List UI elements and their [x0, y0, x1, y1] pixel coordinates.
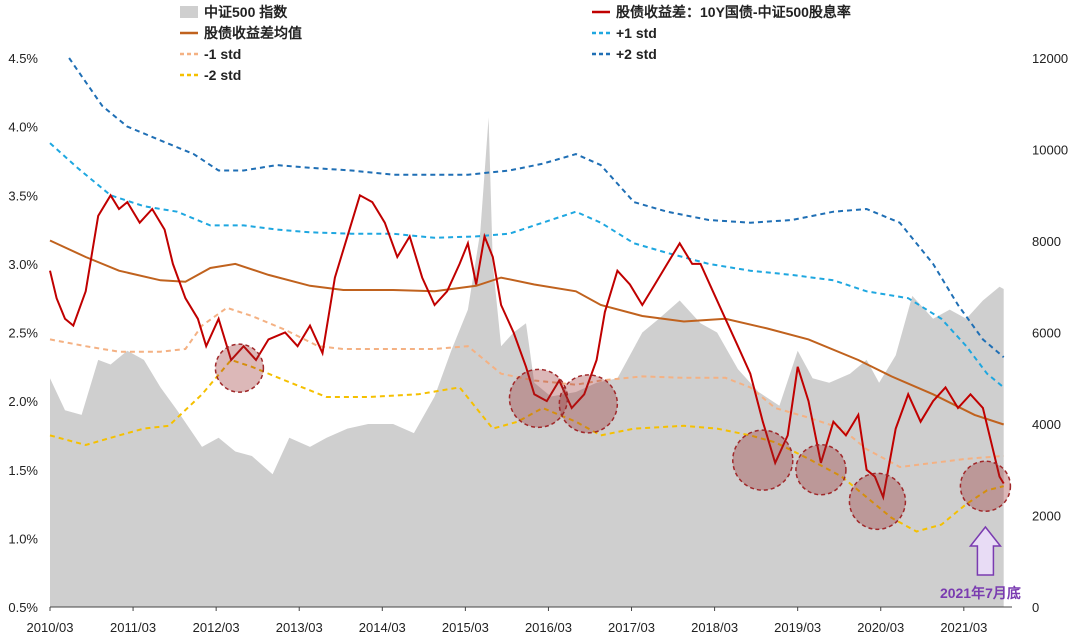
annotation-label: 2021年7月底	[940, 585, 1021, 601]
highlight-circle	[214, 343, 265, 393]
highlight-circles	[214, 343, 1012, 531]
highlight-circle	[732, 429, 794, 491]
legend-label: 股债收益差均值	[204, 25, 302, 41]
x-tick-label: 2018/03	[691, 620, 738, 635]
x-tick-label: 2020/03	[857, 620, 904, 635]
series-5-line	[68, 57, 1005, 358]
y-left-tick-label: 2.5%	[8, 326, 38, 341]
highlight-circle	[508, 368, 569, 429]
x-tick-label: 2012/03	[193, 620, 240, 635]
legend-label: -2 std	[204, 67, 241, 83]
x-tick-label: 2016/03	[525, 620, 572, 635]
series-3-line	[49, 358, 1004, 533]
highlight-circle	[558, 374, 619, 434]
x-tick-label: 2014/03	[359, 620, 406, 635]
series-6-line	[49, 193, 1005, 501]
x-tick-label: 2017/03	[608, 620, 655, 635]
legend-label: 中证500 指数	[204, 4, 288, 20]
y-right-tick-label: 12000	[1032, 51, 1068, 66]
highlight-circle	[848, 472, 907, 531]
y-left-tick-label: 0.5%	[8, 600, 38, 615]
x-tick-label: 2010/03	[27, 620, 74, 635]
y-left-tick-label: 2.0%	[8, 394, 38, 409]
x-tick-label: 2015/03	[442, 620, 489, 635]
y-right-tick-label: 2000	[1032, 509, 1061, 524]
x-tick-label: 2019/03	[774, 620, 821, 635]
highlight-circle	[959, 460, 1012, 512]
legend-label: 股债收益差：10Y国债-中证500股息率	[616, 4, 851, 20]
series-4-line	[49, 142, 1005, 389]
legend-swatch	[180, 6, 198, 18]
x-tick-label: 2013/03	[276, 620, 323, 635]
y-right-tick-label: 10000	[1032, 143, 1068, 158]
x-tick-label: 2021/03	[940, 620, 987, 635]
highlight-circle	[795, 444, 847, 496]
y-left-tick-label: 3.0%	[8, 257, 38, 272]
y-right-tick-label: 6000	[1032, 326, 1061, 341]
y-right-tick-label: 8000	[1032, 234, 1061, 249]
x-tick-label: 2011/03	[110, 620, 156, 635]
y-left-tick-label: 4.5%	[8, 51, 38, 66]
index-area-layer	[50, 117, 1004, 607]
y-left-tick-label: 1.5%	[8, 463, 38, 478]
annotation: 2021年7月底	[940, 525, 1021, 601]
y-left-tick-label: 4.0%	[8, 120, 38, 135]
y-right-tick-label: 0	[1032, 600, 1039, 615]
y-right-tick-label: 4000	[1032, 417, 1061, 432]
series-1-line	[49, 239, 1005, 426]
legend-label: +1 std	[616, 25, 657, 41]
y-left-tick-label: 3.5%	[8, 188, 38, 203]
legend-label: +2 std	[616, 46, 657, 62]
axes: 2010/03 2011/03 2012/03 2013/03 2014/03 2015/…	[8, 51, 1068, 635]
legend-label: -1 std	[204, 46, 241, 62]
annotation-arrow	[968, 525, 1002, 576]
y-left-tick-label: 1.0%	[8, 531, 38, 546]
series-0-area	[50, 117, 1004, 607]
